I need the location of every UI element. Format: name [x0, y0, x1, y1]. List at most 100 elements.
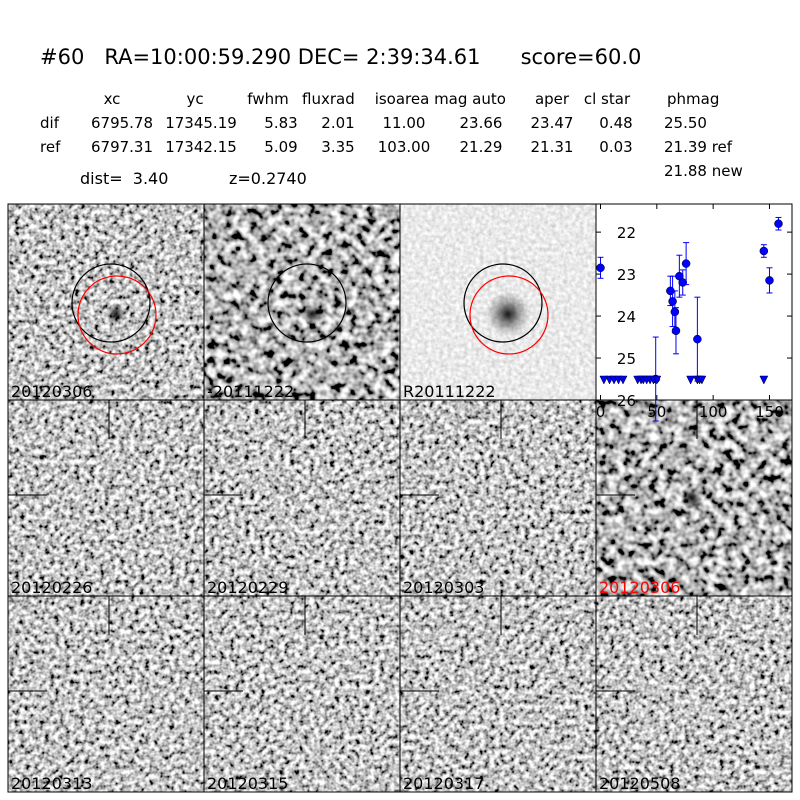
- upper-limit: [652, 375, 662, 385]
- column-header: fluxrad: [302, 90, 355, 108]
- upper-limit: [599, 375, 609, 385]
- x-tick-label: 50: [647, 403, 666, 421]
- source: [681, 487, 703, 509]
- ref-circle: [463, 263, 543, 343]
- cell: 0.03: [599, 138, 632, 156]
- panel-image: [204, 204, 400, 400]
- panel-image: [596, 596, 792, 792]
- detection: [681, 259, 691, 268]
- detection: [759, 246, 769, 256]
- image-panel: -20111222: [203, 203, 401, 401]
- panel-border: [595, 595, 793, 793]
- column-header: mag auto: [434, 90, 506, 108]
- x-tick-label: 100: [699, 403, 728, 421]
- image-panel: 20120226: [7, 399, 205, 597]
- detection: [693, 334, 702, 344]
- panel-image: [400, 400, 596, 596]
- image-panel: 20120313: [7, 595, 205, 793]
- image-panel: 20120303: [399, 399, 597, 597]
- panel-label: R20111222: [403, 382, 496, 401]
- cell: 11.00: [383, 114, 426, 132]
- image-panel: 20120229: [203, 399, 401, 597]
- cell: 103.00: [378, 138, 431, 156]
- panel-label: 20120226: [11, 578, 92, 597]
- source: [301, 303, 323, 325]
- column-header: cl star: [584, 90, 631, 108]
- y-tick-label: 23: [617, 266, 636, 284]
- image-panel: 20120315: [203, 595, 401, 793]
- panel-label: 20120313: [11, 774, 92, 793]
- title: #60 RA=10:00:59.290 DEC= 2:39:34.61 scor…: [40, 45, 641, 69]
- cell: 0.48: [599, 114, 632, 132]
- column-header: aper: [535, 90, 570, 108]
- detection: [668, 297, 677, 306]
- panel-image: [204, 400, 400, 596]
- cell: 21.39 ref: [664, 138, 733, 156]
- redshift: z=0.2740: [229, 169, 307, 188]
- detection: [678, 278, 687, 287]
- panel-image: [204, 596, 400, 792]
- cell: 5.83: [264, 114, 297, 132]
- panel-image: [8, 596, 204, 792]
- detection: [765, 276, 774, 285]
- cell: 17345.19: [165, 114, 237, 132]
- image-panel: 20120306: [7, 203, 205, 401]
- new-mag: 21.88 new: [664, 162, 743, 180]
- detection: [774, 219, 783, 228]
- upper-limit: [618, 375, 628, 385]
- plot-area: [595, 203, 793, 401]
- detection: [670, 307, 680, 317]
- panel-image: [8, 204, 204, 400]
- image-panel: R20111222: [399, 203, 597, 401]
- row-label: dif: [40, 114, 60, 132]
- x-tick-label: 0: [596, 403, 606, 421]
- panel-label: 20120315: [207, 774, 288, 793]
- y-tick-label: 22: [617, 224, 636, 242]
- panel-label: 20120303: [403, 578, 484, 597]
- panel-label: 20120508: [599, 774, 680, 793]
- dist: dist= 3.40: [80, 169, 168, 188]
- panel-image: [8, 400, 204, 596]
- cell: 6795.78: [91, 114, 153, 132]
- panel-image: [400, 596, 596, 792]
- cell: 25.50: [664, 114, 707, 132]
- column-header: phmag: [667, 90, 719, 108]
- cell: 21.29: [460, 138, 503, 156]
- row-label: ref: [40, 138, 61, 156]
- cell: 23.66: [460, 114, 503, 132]
- image-panel: 20120306: [595, 399, 793, 597]
- image-panel: 20120317: [399, 595, 597, 793]
- y-tick-label: 25: [617, 350, 636, 368]
- cell: 6797.31: [91, 138, 153, 156]
- cell: 21.31: [531, 138, 574, 156]
- upper-limit: [697, 375, 707, 385]
- detection: [596, 263, 605, 273]
- panel-label: 20120306: [11, 382, 92, 401]
- upper-limit: [759, 375, 769, 385]
- source: [486, 292, 530, 336]
- image-panel: 20120508: [595, 595, 793, 793]
- panel-label: 20120229: [207, 578, 288, 597]
- upper-limit: [686, 375, 696, 385]
- x-tick-label: 150: [755, 403, 784, 421]
- panel-label: 20120306: [599, 578, 680, 597]
- new-circle: [469, 275, 549, 355]
- column-header: isoarea: [375, 90, 430, 108]
- new-circle: [77, 275, 157, 355]
- detection: [671, 326, 681, 335]
- ref-circle: [267, 263, 347, 343]
- cell: 5.09: [264, 138, 297, 156]
- panel-label: -20111222: [207, 382, 294, 401]
- cell: 2.01: [321, 114, 354, 132]
- y-tick-label: 26: [617, 392, 636, 410]
- source: [105, 303, 127, 325]
- cell: 17342.15: [165, 138, 237, 156]
- column-header: yc: [186, 90, 203, 108]
- panel-label: 20120317: [403, 774, 484, 793]
- column-header: xc: [104, 90, 121, 108]
- cell: 23.47: [531, 114, 574, 132]
- ref-circle: [71, 263, 151, 343]
- y-tick-label: 24: [617, 308, 636, 326]
- column-header: fwhm: [247, 90, 288, 108]
